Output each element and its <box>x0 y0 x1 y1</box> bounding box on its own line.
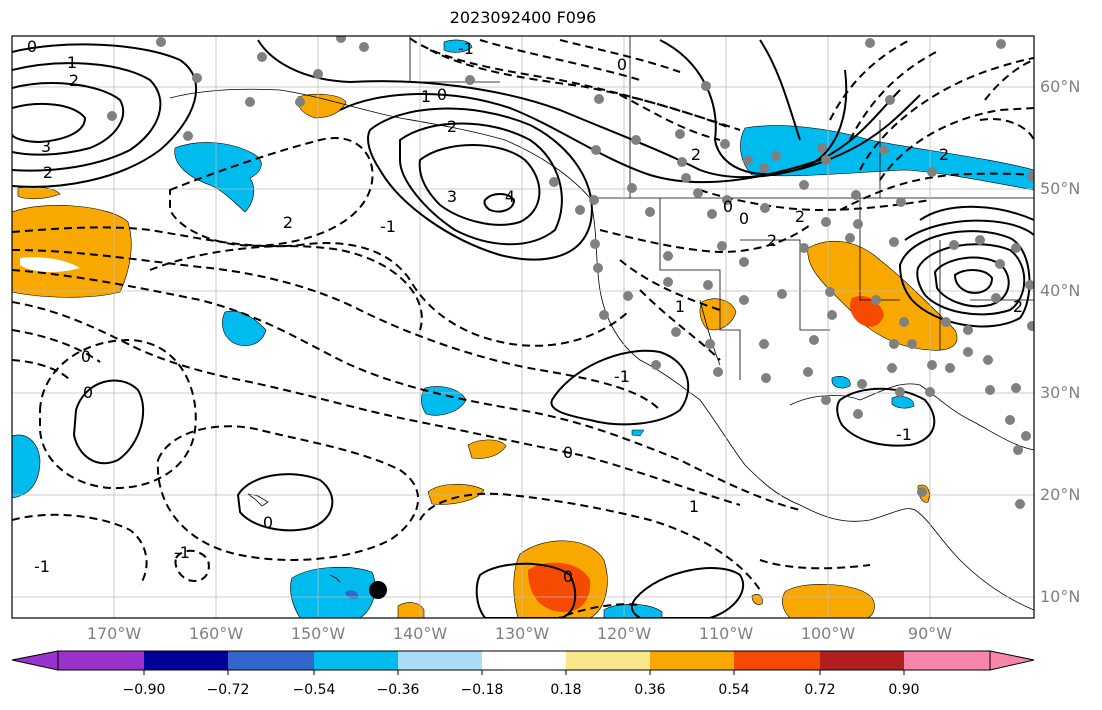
contour-label: 0 <box>263 513 273 532</box>
lon-label: 160°W <box>188 624 244 643</box>
colorbar-tick-label: 0.90 <box>888 682 920 698</box>
colorbar-tick-label: 0.36 <box>634 682 666 698</box>
contour-label: 2 <box>447 117 457 136</box>
solid-contours <box>12 39 1034 618</box>
dashed-contours <box>12 36 1034 618</box>
colorbar-segment <box>482 651 566 670</box>
contour-label: 0 <box>739 209 749 228</box>
lat-label: 40°N <box>1040 281 1081 300</box>
contour-label: -1 <box>380 217 396 236</box>
colorbar-segment <box>734 651 820 670</box>
lat-label: 50°N <box>1040 179 1081 198</box>
colorbar-tick-label: −0.36 <box>376 682 420 698</box>
contour-label: 1 <box>689 497 699 516</box>
map-frame <box>11 35 1035 619</box>
colorbar-tick-label: 0.72 <box>804 682 836 698</box>
contour-label: 3 <box>41 137 51 156</box>
colorbar-segment <box>650 651 734 670</box>
contour-label: 2 <box>283 213 293 232</box>
colorbar-segment <box>398 651 482 670</box>
contour-label: -1 <box>34 557 50 576</box>
contour-label: 0 <box>617 55 627 74</box>
contour-label: 4 <box>505 187 515 206</box>
contour-label: 0 <box>563 567 573 586</box>
contour-label: 2 <box>1013 297 1023 316</box>
colorbar-segment <box>904 651 990 670</box>
contour-label: 0 <box>83 383 93 402</box>
colorbar <box>11 650 1035 675</box>
lon-label: 90°W <box>907 624 953 643</box>
contour-label: 1 <box>421 87 431 106</box>
colorbar-tick-label: 0.54 <box>718 682 750 698</box>
contour-label: 3 <box>447 187 457 206</box>
colorbar-segment <box>314 651 398 670</box>
contour-label: 2 <box>939 145 949 164</box>
lat-label: 20°N <box>1040 485 1081 504</box>
contour-label: 0 <box>27 37 37 56</box>
contour-label: 0 <box>563 443 573 462</box>
colorbar-segment <box>566 651 650 670</box>
contour-label: 0 <box>723 197 733 216</box>
contour-label: 1 <box>67 53 77 72</box>
lat-label: 60°N <box>1040 77 1081 96</box>
colorbar-tick-label: −0.72 <box>206 682 250 698</box>
contour-label: 2 <box>69 71 79 90</box>
lon-label: 140°W <box>392 624 448 643</box>
lat-label: 30°N <box>1040 383 1081 402</box>
contour-label: 2 <box>767 231 777 250</box>
colorbar-tick-label: −0.18 <box>460 682 504 698</box>
colorbar-extend-max <box>989 650 1035 671</box>
colorbar-segment <box>58 651 144 670</box>
contour-label: 1 <box>675 297 685 316</box>
colorbar-segment <box>228 651 314 670</box>
lon-label: 170°W <box>86 624 142 643</box>
colorbar-tick-label: −0.54 <box>292 682 336 698</box>
colorbar-tick-label: 0.18 <box>550 682 582 698</box>
lat-label: 10°N <box>1040 587 1081 606</box>
colorbar-segment <box>820 651 904 670</box>
colorbar-tick-label: −0.90 <box>122 682 166 698</box>
contour-labels: 0 1 2 3 2 -1 0 1 2 3 4 2 0 0 2 2 2 -1 0 … <box>27 37 1023 586</box>
shaded-regions <box>12 39 1034 618</box>
contour-label: 2 <box>43 163 53 182</box>
contour-label: 0 <box>81 347 91 366</box>
contour-label: -1 <box>458 39 474 58</box>
lon-label: 100°W <box>800 624 856 643</box>
black-marker <box>369 581 387 599</box>
lon-label: 130°W <box>494 624 550 643</box>
contour-label: 2 <box>795 207 805 226</box>
contour-label: -1 <box>174 543 190 562</box>
contour-label: 0 <box>437 85 447 104</box>
colorbar-segment <box>144 651 228 670</box>
contour-label: 2 <box>691 145 701 164</box>
contour-label: -1 <box>614 367 630 386</box>
map-title: 2023092400 F096 <box>449 8 597 27</box>
colorbar-extend-min <box>11 650 59 671</box>
lon-label: 150°W <box>290 624 346 643</box>
lon-label: 110°W <box>698 624 754 643</box>
lon-label: 120°W <box>596 624 652 643</box>
contour-label: -1 <box>896 425 912 444</box>
station-markers <box>107 36 1034 509</box>
grid-lines <box>12 36 1034 618</box>
